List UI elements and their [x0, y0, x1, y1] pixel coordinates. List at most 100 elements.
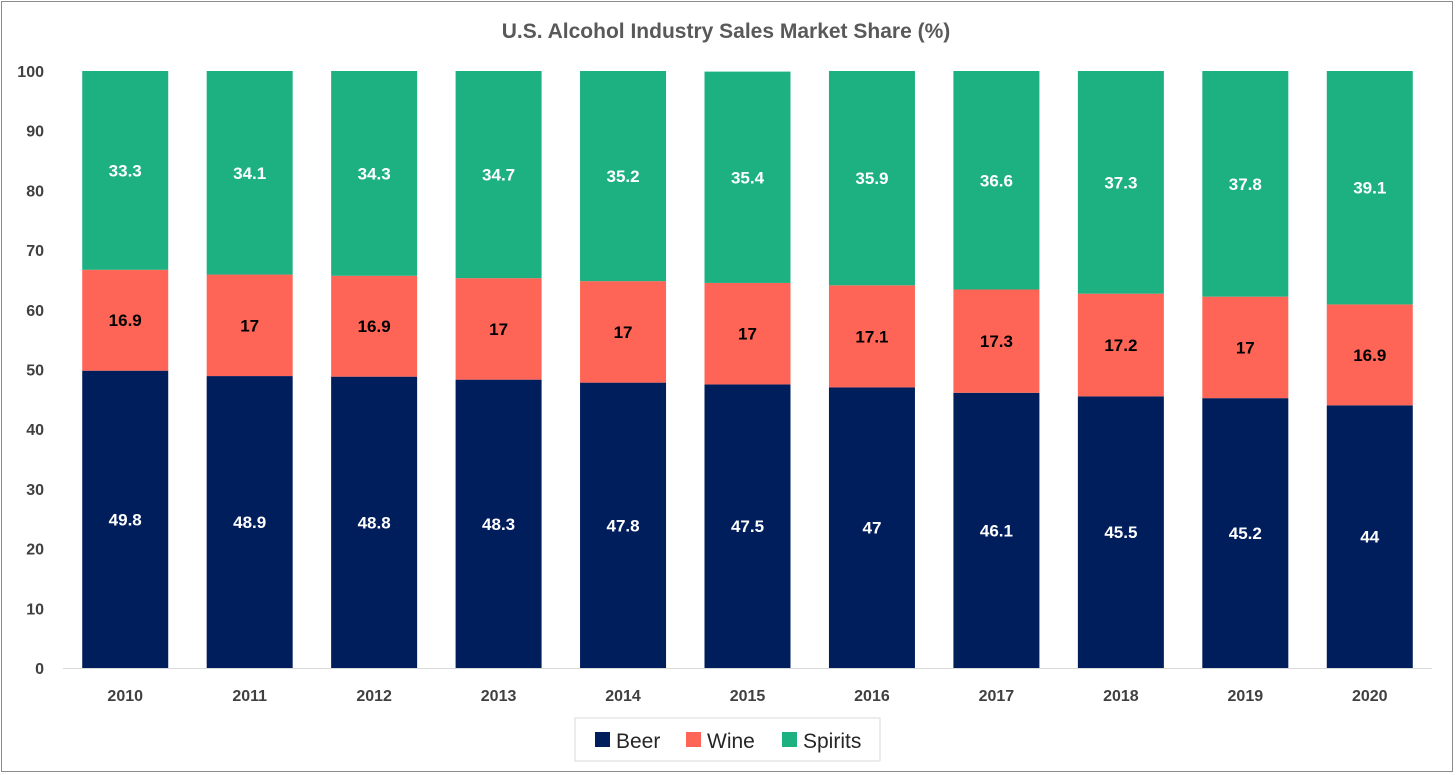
x-tick-label: 2013 — [481, 688, 517, 705]
bar-wine-2018 — [1077, 293, 1164, 397]
legend-box — [574, 717, 881, 762]
bar-beer-2010 — [82, 370, 169, 668]
y-tick-label: 20 — [26, 542, 44, 559]
data-label-wine: 17.1 — [855, 327, 888, 346]
y-tick-label: 100 — [17, 64, 44, 81]
data-label-spirits: 39.1 — [1353, 179, 1386, 198]
bar-spirits-2020 — [1326, 71, 1413, 305]
x-tick-label: 2015 — [730, 688, 766, 705]
bar-wine-2017 — [953, 289, 1040, 393]
bar-wine-2016 — [828, 285, 915, 388]
y-tick-label: 90 — [26, 124, 44, 141]
data-label-spirits: 34.7 — [482, 166, 515, 185]
data-label-spirits: 37.8 — [1229, 175, 1262, 194]
data-label-beer: 48.3 — [482, 515, 515, 534]
bar-beer-2019 — [1202, 398, 1289, 668]
x-tick-label: 2020 — [1352, 688, 1388, 705]
y-tick-label: 30 — [26, 482, 44, 499]
x-tick-label: 2012 — [356, 688, 392, 705]
data-label-wine: 17 — [614, 323, 633, 342]
bar-spirits-2017 — [953, 71, 1040, 290]
y-tick-label: 60 — [26, 303, 44, 320]
data-label-beer: 44 — [1360, 528, 1379, 547]
data-label-beer: 46.1 — [980, 521, 1013, 540]
data-label-wine: 16.9 — [1353, 346, 1386, 365]
data-label-spirits: 36.6 — [980, 171, 1013, 190]
legend-label-wine: Wine — [707, 730, 755, 753]
bar-spirits-2013 — [455, 71, 542, 279]
bar-spirits-2012 — [331, 71, 418, 276]
bar-wine-2010 — [82, 269, 169, 371]
bar-spirits-2014 — [580, 71, 667, 282]
data-label-wine: 16.9 — [109, 311, 142, 330]
x-tick-label: 2016 — [854, 688, 890, 705]
x-tick-label: 2010 — [107, 688, 143, 705]
bar-wine-2013 — [455, 278, 542, 380]
x-tick-label: 2011 — [232, 688, 267, 705]
data-label-wine: 17 — [489, 320, 508, 339]
data-label-spirits: 35.9 — [855, 169, 888, 188]
data-label-beer: 45.5 — [1104, 523, 1137, 542]
y-tick-label: 80 — [26, 183, 44, 200]
bar-beer-2017 — [953, 392, 1040, 668]
bar-wine-2020 — [1326, 304, 1413, 406]
legend-label-beer: Beer — [616, 730, 660, 753]
data-label-wine: 17.3 — [980, 332, 1013, 351]
bar-beer-2018 — [1077, 396, 1164, 668]
legend-swatch-beer — [595, 732, 610, 747]
data-label-beer: 48.9 — [233, 513, 266, 532]
bars: 49.8 16.9 33.3 48.9 17 34.1 48.8 16.9 34.3 48.3 17… — [82, 71, 1413, 668]
chart-title: U.S. Alcohol Industry Sales Market Share… — [502, 20, 951, 43]
legend-label-spirits: Spirits — [803, 730, 861, 753]
y-tick-label: 10 — [26, 601, 44, 618]
data-label-beer: 48.8 — [358, 513, 391, 532]
bar-spirits-2010 — [82, 71, 169, 270]
x-tick-label: 2017 — [979, 688, 1015, 705]
bar-beer-2012 — [331, 376, 418, 668]
bar-beer-2013 — [455, 379, 542, 668]
bar-beer-2020 — [1326, 405, 1413, 668]
bar-wine-2015 — [704, 282, 791, 385]
y-tick-label: 0 — [35, 661, 44, 678]
data-label-wine: 17 — [240, 316, 259, 335]
y-tick-label: 40 — [26, 422, 44, 439]
data-label-wine: 17 — [738, 325, 757, 344]
bar-wine-2014 — [580, 281, 667, 383]
data-label-beer: 45.2 — [1229, 524, 1262, 543]
x-tick-label: 2019 — [1228, 688, 1264, 705]
bar-beer-2015 — [704, 384, 791, 668]
data-label-beer: 47.8 — [606, 516, 639, 535]
bar-spirits-2011 — [206, 71, 293, 275]
legend-swatch-wine — [686, 732, 701, 747]
bar-beer-2011 — [206, 376, 293, 668]
y-tick-label: 70 — [26, 243, 44, 260]
bar-spirits-2015 — [704, 71, 791, 283]
bar-wine-2019 — [1202, 296, 1289, 399]
data-label-spirits: 35.2 — [606, 167, 639, 186]
x-tick-label: 2018 — [1103, 688, 1139, 705]
data-label-beer: 49.8 — [109, 510, 142, 529]
bar-beer-2014 — [580, 382, 667, 668]
bar-beer-2016 — [828, 387, 915, 668]
bar-spirits-2019 — [1202, 71, 1289, 297]
data-label-spirits: 35.4 — [731, 168, 765, 187]
data-label-beer: 47.5 — [731, 517, 764, 536]
data-label-wine: 17.2 — [1104, 336, 1137, 355]
bar-spirits-2016 — [828, 71, 915, 286]
data-label-beer: 47 — [862, 519, 881, 538]
data-label-spirits: 37.3 — [1104, 173, 1137, 192]
y-tick-label: 50 — [26, 363, 44, 380]
data-label-spirits: 33.3 — [109, 161, 142, 180]
data-label-wine: 16.9 — [358, 317, 391, 336]
y-axis: 0 10 20 30 40 50 60 70 80 90 100 — [17, 64, 44, 678]
data-label-spirits: 34.3 — [358, 164, 391, 183]
legend-swatch-spirits — [782, 732, 797, 747]
legend: Beer Wine Spirits — [574, 717, 881, 762]
x-axis: 2010 2011 2012 2013 2014 2015 2016 2017 2018 2019… — [63, 668, 1432, 705]
data-label-wine: 17 — [1236, 338, 1255, 357]
x-tick-label: 2014 — [605, 688, 641, 705]
bar-wine-2012 — [331, 275, 418, 377]
bar-spirits-2018 — [1077, 71, 1164, 294]
data-label-spirits: 34.1 — [233, 164, 266, 183]
